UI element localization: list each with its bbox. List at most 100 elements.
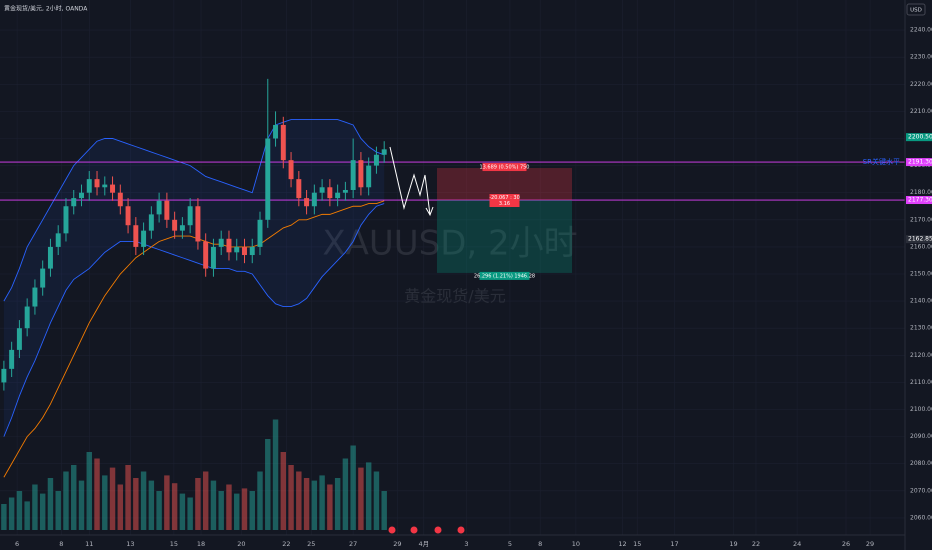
- candle-body: [257, 219, 263, 247]
- entry-label: -20.067 : 30: [489, 195, 520, 201]
- volume-bar: [218, 491, 224, 530]
- entry-sublabel: 3.16: [499, 201, 510, 207]
- volume-bar: [296, 471, 302, 530]
- y-tick-label: 2070.000: [910, 487, 932, 494]
- candle-body: [218, 238, 224, 247]
- candle-body: [71, 198, 77, 207]
- y-tick-label: 2060.000: [910, 514, 932, 521]
- candle-body: [32, 287, 38, 307]
- volume-bar: [358, 467, 364, 530]
- x-tick-label: 8: [538, 540, 542, 548]
- band-upper: [3, 119, 385, 302]
- volume-bar: [210, 480, 217, 530]
- volume-bar: [350, 445, 356, 530]
- volume-bar: [202, 471, 209, 530]
- volume-bar: [249, 491, 255, 530]
- x-tick-label: 6: [15, 540, 19, 548]
- currency[interactable]: USD: [910, 8, 922, 14]
- event-icon: [457, 526, 465, 534]
- candle-body: [55, 233, 61, 247]
- candle-body: [265, 138, 271, 220]
- y-tick-label: 2240.000: [910, 27, 932, 34]
- candle-body: [242, 246, 247, 256]
- entry-label-bg: [489, 194, 520, 208]
- x-tick-label: 4月: [418, 540, 429, 548]
- candle-body: [381, 149, 387, 155]
- volume-bar: [8, 497, 15, 530]
- x-tick-label: 24: [793, 540, 801, 548]
- price-tag: [906, 235, 932, 244]
- x-tick-label: 3: [464, 540, 468, 548]
- candle-body: [47, 246, 53, 269]
- candle-body: [342, 189, 348, 193]
- candle-body: [335, 192, 341, 199]
- candle-body: [311, 192, 317, 207]
- volume-bar: [148, 480, 155, 530]
- volume-bar: [125, 465, 131, 530]
- x-tick-label: 25: [307, 540, 315, 548]
- candle-body: [187, 206, 193, 226]
- candle-body: [373, 154, 379, 166]
- volume-bar: [241, 488, 248, 530]
- candle-body: [94, 179, 100, 188]
- watermark-subtitle: 黄金现货/美元: [404, 287, 505, 306]
- band-lower: [3, 203, 385, 437]
- y-tick-label: 2160.000: [910, 243, 932, 250]
- candle-body: [133, 225, 139, 247]
- level-tag-label: 2177.300: [908, 197, 932, 204]
- y-tick-label: 2140.000: [910, 298, 932, 305]
- volume-bar: [164, 475, 170, 530]
- volume-bar: [265, 439, 271, 530]
- target-label: 26.296 (1.21%) 1946.28: [474, 273, 535, 279]
- level-tag: [906, 196, 932, 205]
- candle-body: [24, 306, 30, 329]
- event-icon: [434, 526, 442, 534]
- volume-bar: [327, 484, 333, 530]
- y-tick-label: 2220.000: [910, 81, 932, 88]
- candle-body: [86, 179, 92, 193]
- volume-bar: [71, 465, 77, 530]
- x-tick-label: 18: [197, 540, 205, 548]
- volume-bar: [156, 491, 162, 530]
- candle-body: [16, 328, 22, 350]
- price-tag-label: 2200.500: [908, 134, 932, 141]
- volume-bar: [280, 452, 287, 530]
- candle-body: [172, 219, 178, 231]
- y-tick-label: 2180.000: [910, 189, 932, 196]
- volume-bar: [16, 491, 23, 530]
- x-tick-label: 29: [393, 540, 401, 548]
- x-tick-label: 15: [170, 540, 178, 548]
- plot: 13.689 (0.50%) 750 -20.067 : 303.16 26.296…: [0, 78, 905, 530]
- y-tick-label: 2090.000: [910, 433, 932, 440]
- volume-bar: [63, 471, 69, 530]
- y-tick-label: 2120.000: [910, 352, 932, 359]
- x-tick-label: 29: [866, 540, 874, 548]
- x-tick-label: 8: [59, 540, 63, 548]
- x-tick-label: 12: [618, 540, 626, 548]
- candle-body: [319, 187, 325, 193]
- event-icons: [388, 526, 465, 534]
- y-tick-label: 2080.000: [910, 460, 932, 467]
- x-tick-label: 17: [670, 540, 678, 548]
- candle-body: [117, 192, 123, 207]
- volume-bar: [303, 478, 310, 530]
- volume-bar: [24, 501, 30, 530]
- chart-title: 黄金现货/美元, 2小时, OANDA: [4, 5, 88, 13]
- volume-bar: [319, 475, 325, 530]
- currency-box[interactable]: [906, 3, 926, 16]
- candle-body: [366, 165, 372, 188]
- candle-body: [304, 198, 310, 207]
- x-tick-label: 22: [282, 540, 290, 548]
- volume-bar: [272, 419, 279, 530]
- axes: 2060.000 2070.000 2080.000 2090.000 2100.000…: [15, 27, 932, 548]
- candle-body: [110, 184, 116, 193]
- candle-body: [327, 187, 333, 199]
- candle-body: [148, 214, 154, 231]
- y-tick-label: 2130.000: [910, 325, 932, 332]
- volume-bar: [94, 458, 100, 530]
- y-tick-label: 2230.000: [910, 54, 932, 61]
- x-tick-label: 10: [572, 540, 580, 548]
